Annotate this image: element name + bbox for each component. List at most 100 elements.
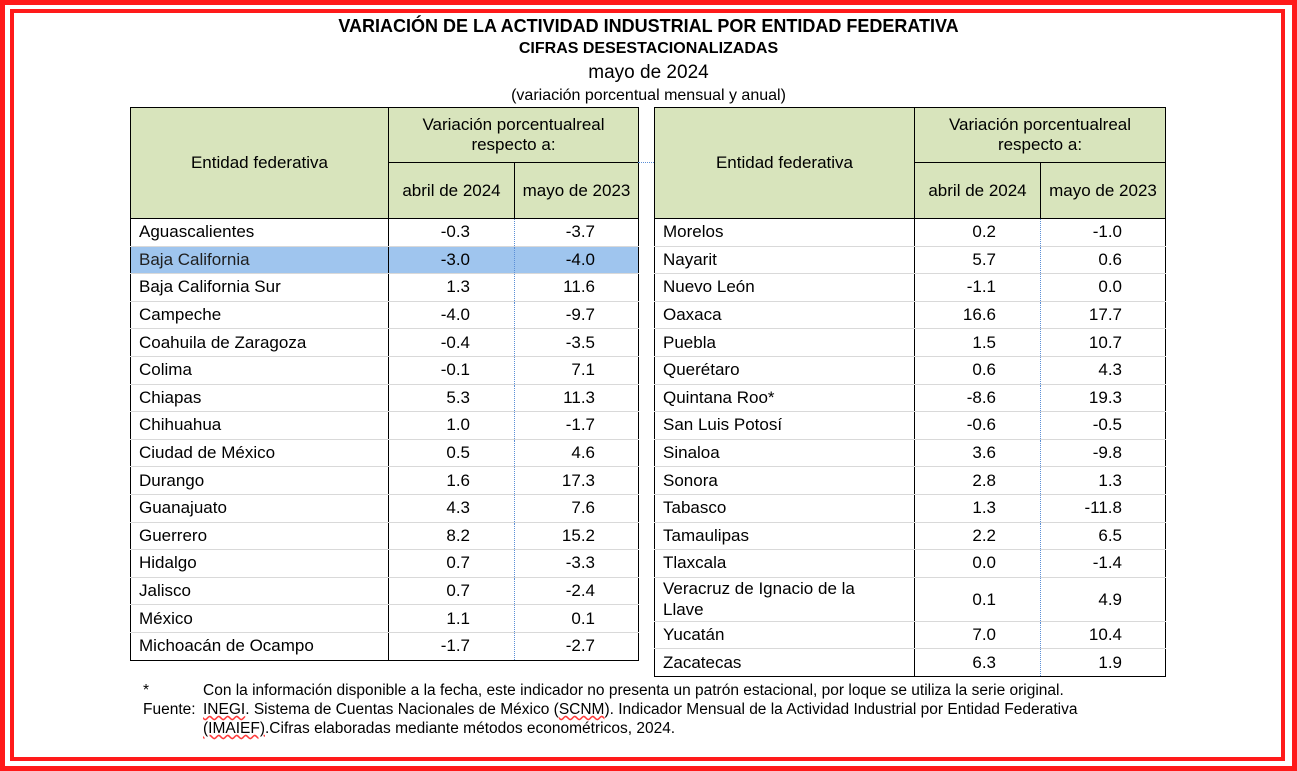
table-row[interactable]: Morelos 0.2 -1.0 <box>654 218 1166 247</box>
mayo-2023-cell: 4.3 <box>1040 356 1166 385</box>
abril-2024-cell: 8.2 <box>388 522 515 551</box>
table-row[interactable]: Nayarit 5.7 0.6 <box>654 246 1166 275</box>
abril-2024-cell: 0.1 <box>914 577 1041 622</box>
table-row[interactable]: Guanajuato 4.3 7.6 <box>130 494 639 523</box>
mayo-2023-cell: -11.8 <box>1040 494 1166 523</box>
mayo-2023-cell: -9.7 <box>514 301 639 330</box>
abril-2024-cell: -0.1 <box>388 356 515 385</box>
mayo-2023-cell: 0.1 <box>514 604 639 633</box>
mayo-2023-cell: -3.5 <box>514 328 639 357</box>
abril-2024-cell: -0.3 <box>388 218 515 247</box>
abril-2024-cell: 3.6 <box>914 439 1041 468</box>
abril-2024-cell: 2.8 <box>914 466 1041 495</box>
entity-cell: Sinaloa <box>654 439 915 468</box>
table-row[interactable]: Zacatecas 6.3 1.9 <box>654 648 1166 677</box>
entity-cell: Jalisco <box>130 577 389 606</box>
entity-cell: Quintana Roo* <box>654 384 915 413</box>
abril-2024-cell: -1.7 <box>388 632 515 661</box>
table-row[interactable]: Puebla 1.5 10.7 <box>654 328 1166 357</box>
entity-cell: Michoacán de Ocampo <box>130 632 389 661</box>
table-row[interactable]: Campeche -4.0 -9.7 <box>130 301 639 330</box>
table-row[interactable]: Jalisco 0.7 -2.4 <box>130 577 639 606</box>
table-row[interactable]: Querétaro 0.6 4.3 <box>654 356 1166 385</box>
table-row[interactable]: Yucatán 7.0 10.4 <box>654 621 1166 650</box>
table-row[interactable]: Quintana Roo* -8.6 19.3 <box>654 384 1166 413</box>
abril-2024-cell: 1.1 <box>388 604 515 633</box>
entity-cell: Yucatán <box>654 621 915 650</box>
entity-cell: Durango <box>130 466 389 495</box>
table-row[interactable]: Guerrero 8.2 15.2 <box>130 522 639 551</box>
mayo-2023-cell: -4.0 <box>514 246 639 275</box>
mayo-2023-cell: -3.7 <box>514 218 639 247</box>
abril-2024-cell: 0.7 <box>388 577 515 606</box>
abril-2024-cell: 0.0 <box>914 549 1041 578</box>
table-row[interactable]: México 1.1 0.1 <box>130 604 639 633</box>
table-row[interactable]: Sonora 2.8 1.3 <box>654 466 1166 495</box>
entity-cell: Tabasco <box>654 494 915 523</box>
entity-cell: Querétaro <box>654 356 915 385</box>
header-abril-2024: abril de 2024 <box>388 162 515 219</box>
entity-cell: Sonora <box>654 466 915 495</box>
source-text-3: .Cifras elaboradas mediante métodos econ… <box>265 720 676 737</box>
abril-2024-cell: -0.6 <box>914 411 1041 440</box>
note-source-cont: (IMAIEF).Cifras elaboradas mediante méto… <box>203 719 675 738</box>
entity-cell: San Luis Potosí <box>654 411 915 440</box>
entity-cell: Oaxaca <box>654 301 915 330</box>
abril-2024-cell: 2.2 <box>914 522 1041 551</box>
source-text-1: . Sistema de Cuentas Nacionales de Méxic… <box>245 701 559 718</box>
abril-2024-cell: 4.3 <box>388 494 515 523</box>
table-row[interactable]: Aguascalientes -0.3 -3.7 <box>130 218 639 247</box>
header-group: Variación porcentualreal respecto a: <box>914 107 1166 163</box>
mayo-2023-cell: 0.6 <box>1040 246 1166 275</box>
table-row[interactable]: Tabasco 1.3 -11.8 <box>654 494 1166 523</box>
table-row[interactable]: Coahuila de Zaragoza -0.4 -3.5 <box>130 328 639 357</box>
abril-2024-cell: 6.3 <box>914 648 1041 677</box>
mayo-2023-cell: 0.0 <box>1040 273 1166 302</box>
entity-cell: Morelos <box>654 218 915 247</box>
table-row[interactable]: Durango 1.6 17.3 <box>130 466 639 495</box>
header-abril-2024: abril de 2024 <box>914 162 1041 219</box>
mayo-2023-cell: -2.7 <box>514 632 639 661</box>
table-row[interactable]: San Luis Potosí -0.6 -0.5 <box>654 411 1166 440</box>
abril-2024-cell: -1.1 <box>914 273 1041 302</box>
table-row[interactable]: Michoacán de Ocampo -1.7 -2.7 <box>130 632 639 661</box>
table-row[interactable]: Chiapas 5.3 11.3 <box>130 384 639 413</box>
table-row[interactable]: Oaxaca 16.6 17.7 <box>654 301 1166 330</box>
entity-cell: Tamaulipas <box>654 522 915 551</box>
abril-2024-cell: -0.4 <box>388 328 515 357</box>
table-row[interactable]: Tlaxcala 0.0 -1.4 <box>654 549 1166 578</box>
mayo-2023-cell: 4.6 <box>514 439 639 468</box>
mayo-2023-cell: 15.2 <box>514 522 639 551</box>
entity-cell: Ciudad de México <box>130 439 389 468</box>
units-title: (variación porcentual mensual y anual) <box>511 87 786 104</box>
entity-cell: Aguascalientes <box>130 218 389 247</box>
dotted-connector <box>638 162 654 163</box>
table-row[interactable]: Ciudad de México 0.5 4.6 <box>130 439 639 468</box>
abril-2024-cell: 5.7 <box>914 246 1041 275</box>
table-row[interactable]: Sinaloa 3.6 -9.8 <box>654 439 1166 468</box>
abril-2024-cell: 0.2 <box>914 218 1041 247</box>
entity-cell: Guerrero <box>130 522 389 551</box>
mayo-2023-cell: 11.3 <box>514 384 639 413</box>
table-row[interactable]: Tamaulipas 2.2 6.5 <box>654 522 1166 551</box>
mayo-2023-cell: -9.8 <box>1040 439 1166 468</box>
period-title: mayo de 2024 <box>588 62 709 83</box>
table-row[interactable]: Baja California Sur 1.3 11.6 <box>130 273 639 302</box>
inner-red-frame <box>10 9 1285 761</box>
entity-cell: Coahuila de Zaragoza <box>130 328 389 357</box>
entity-cell: Chihuahua <box>130 411 389 440</box>
table-row[interactable]: Hidalgo 0.7 -3.3 <box>130 549 639 578</box>
entity-cell: Tlaxcala <box>654 549 915 578</box>
asterisk-text: Con la información disponible a la fecha… <box>203 682 1064 699</box>
source-abbr-1: SCNM <box>558 701 605 718</box>
table-row[interactable]: Colima -0.1 7.1 <box>130 356 639 385</box>
table-row[interactable]: Chihuahua 1.0 -1.7 <box>130 411 639 440</box>
header-mayo-2023: mayo de 2023 <box>514 162 639 219</box>
entity-cell: México <box>130 604 389 633</box>
table-row[interactable]: Nuevo León -1.1 0.0 <box>654 273 1166 302</box>
abril-2024-cell: 1.3 <box>388 273 515 302</box>
table-row[interactable]: Baja California -3.0 -4.0 <box>130 246 639 275</box>
table-row[interactable]: Veracruz de Ignacio de la Llave 0.1 4.9 <box>654 577 1166 622</box>
abril-2024-cell: 1.5 <box>914 328 1041 357</box>
note-source: Fuente: INEGI. Sistema de Cuentas Naciona… <box>143 700 1077 719</box>
